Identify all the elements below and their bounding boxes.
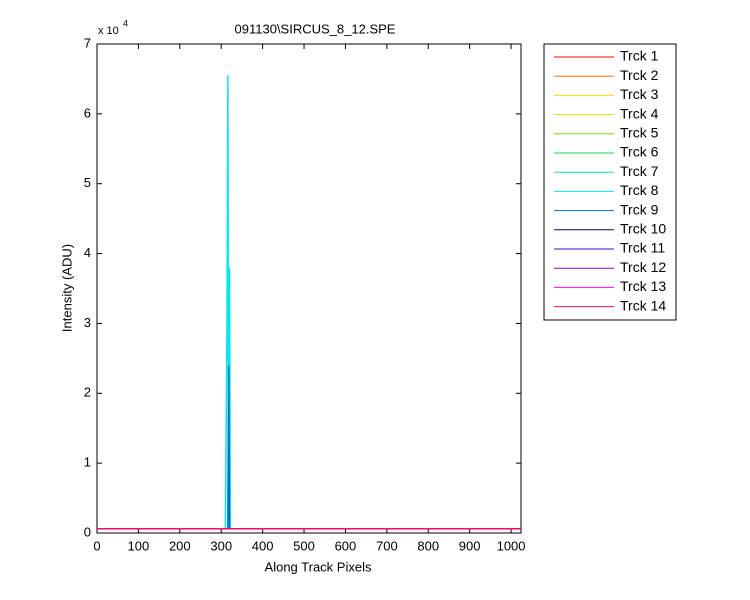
y-tick-label: 5 [84, 175, 91, 190]
legend-label: Trck 8 [620, 182, 659, 198]
legend-label: Trck 10 [620, 221, 666, 237]
legend-label: Trck 4 [620, 105, 659, 121]
y-tick-label: 0 [84, 524, 91, 539]
legend-label: Trck 13 [620, 278, 666, 294]
x-tick-label: 300 [210, 538, 232, 553]
legend-label: Trck 3 [620, 86, 659, 102]
plot-area [96, 43, 522, 534]
legend-label: Trck 14 [620, 297, 666, 313]
legend [543, 43, 677, 321]
legend-label: Trck 12 [620, 259, 666, 275]
legend-label: Trck 7 [620, 163, 659, 179]
y-tick-label: 1 [84, 455, 91, 470]
y-tick-label: 7 [84, 35, 91, 50]
x-axis-label: Along Track Pixels [265, 559, 372, 574]
x-tick-label: 800 [417, 538, 439, 553]
y-exponent: 4 [123, 18, 128, 28]
y-tick-label: 4 [84, 245, 91, 260]
x-tick-label: 0 [93, 538, 100, 553]
legend-label: Trck 5 [620, 125, 659, 141]
x-tick-label: 200 [169, 538, 191, 553]
legend-label: Trck 11 [620, 240, 665, 256]
y-tick-label: 3 [84, 315, 91, 330]
y-axis-label: Intensity (ADU) [59, 244, 74, 332]
legend-label: Trck 9 [620, 201, 659, 217]
legend-label: Trck 6 [620, 144, 659, 160]
chart-title: 091130\SIRCUS_8_12.SPE [235, 21, 396, 36]
legend-label: Trck 2 [620, 67, 659, 83]
x-tick-label: 600 [335, 538, 357, 553]
y-tick-label: 6 [84, 105, 91, 120]
y-tick-label: 2 [84, 385, 91, 400]
y-multiplier: x 10 [98, 25, 119, 37]
x-tick-label: 1000 [497, 538, 526, 553]
x-tick-label: 100 [128, 538, 150, 553]
x-tick-label: 700 [376, 538, 398, 553]
x-tick-label: 500 [293, 538, 315, 553]
legend-label: Trck 1 [620, 48, 659, 64]
x-tick-label: 900 [459, 538, 481, 553]
x-tick-label: 400 [252, 538, 274, 553]
